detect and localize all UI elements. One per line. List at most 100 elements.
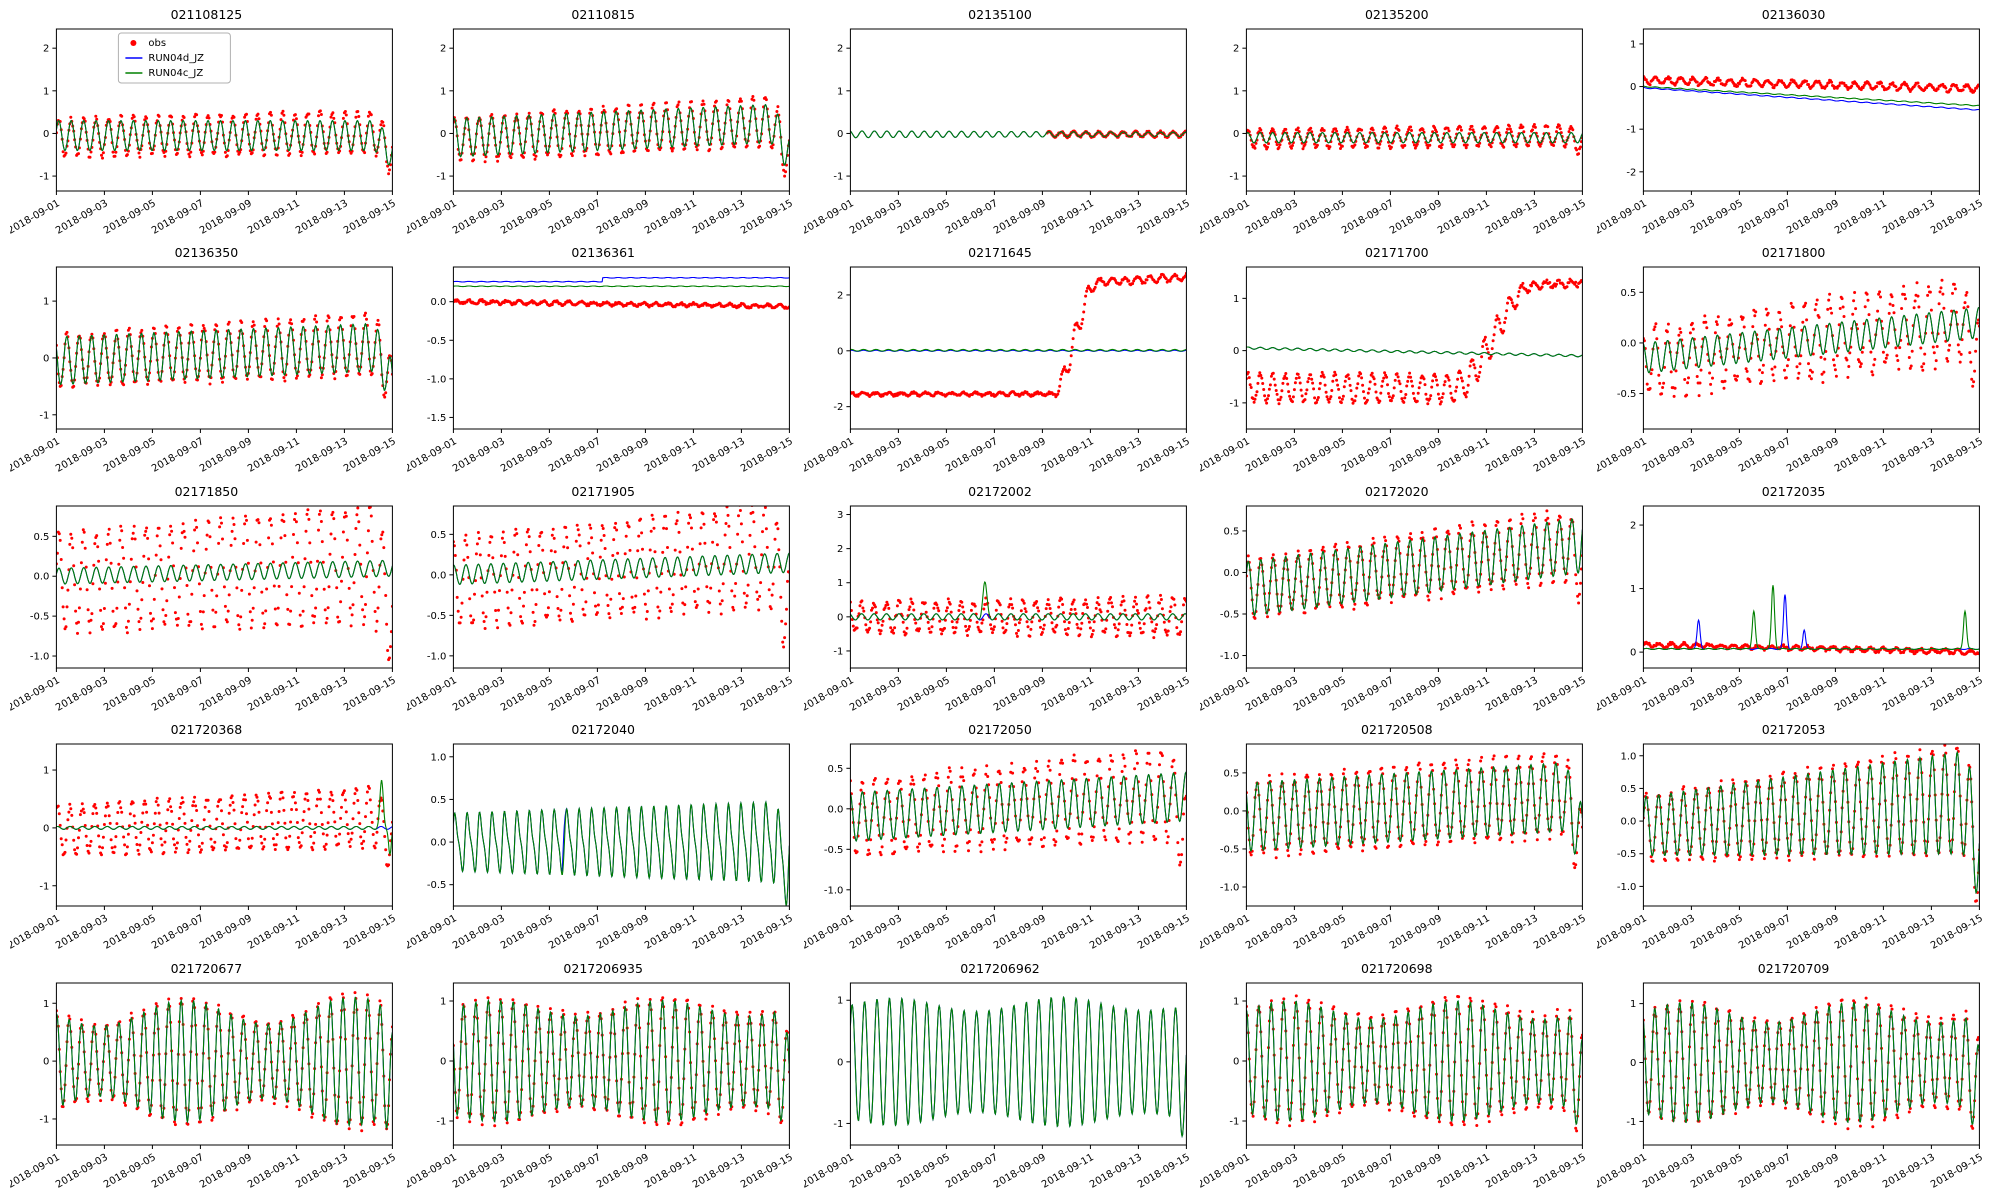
x-tick-label: 2018-09-13 [691,198,747,237]
y-tick-label: 0.5 [33,532,49,543]
x-tick-label: 2018-09-05 [102,436,158,475]
subplot-02135100: 02135100 -1 0 1 2 2018-09-01 2018-09-03 2018-09… [804,6,1197,244]
x-tick-label: 2018-09-09 [595,913,651,952]
x-tick-label: 2018-09-11 [1436,913,1492,952]
x-tick-label: 2018-09-13 [294,675,350,714]
chart-title: 02171905 [571,483,635,499]
x-tick-label: 2018-09-09 [1785,1152,1841,1191]
series-RUN04c_JZ [453,800,790,906]
x-tick-label: 2018-09-15 [1929,198,1985,237]
y-tick-label: 0.5 [430,795,446,806]
plot-border [849,982,1187,1146]
y-tick-label: -2 [833,403,843,414]
y-tick-label: 0 [1630,82,1636,93]
x-tick-label: 2018-09-01 [10,436,62,475]
x-tick-label: 2018-09-03 [1641,436,1697,475]
x-tick-label: 2018-09-15 [342,675,398,714]
plot-border [55,982,393,1146]
x-tick-label: 2018-09-05 [499,913,555,952]
x-tick-label: 2018-09-11 [246,1152,302,1191]
x-tick-label: 2018-09-07 [150,1152,206,1191]
chart-title: 0217206935 [563,960,643,976]
chart-canvas: -1.0-0.50.00.52018-09-012018-09-032018-0… [1200,743,1588,952]
plot-border [1643,28,1981,192]
x-tick-label: 2018-09-05 [1689,675,1745,714]
y-tick-label: 0 [837,129,843,140]
x-tick-label: 2018-09-13 [691,436,747,475]
series-RUN04c_JZ [1643,307,1980,374]
plot-border [452,982,790,1146]
y-tick-label: -1.5 [427,413,447,424]
x-tick-label: 2018-09-03 [54,198,110,237]
x-tick-label: 2018-09-05 [1689,913,1745,952]
chart-title: 021720368 [170,722,243,738]
legend-label: RUN04c_JZ [148,68,203,79]
x-tick-label: 2018-09-13 [1881,913,1937,952]
x-tick-label: 2018-09-05 [1689,436,1745,475]
x-tick-label: 2018-09-11 [1436,675,1492,714]
series-RUN04c_JZ [1246,762,1583,856]
series-RUN04d_JZ [453,552,790,585]
series-RUN04c_JZ [849,130,1186,139]
y-tick-label: 0 [43,354,49,365]
y-tick-label: 1 [440,996,446,1007]
y-tick-label: -0.5 [427,880,447,891]
y-tick-label: -1.0 [1220,883,1240,894]
x-tick-label: 2018-09-01 [804,198,856,237]
y-tick-label: 2 [837,291,843,302]
subplot-021720508: 021720508 -1.0 -0.5 0.0 0.5 2018-09-01 2018-09… [1200,721,1593,959]
plot-border [55,28,393,192]
x-tick-label: 2018-09-15 [1136,198,1192,237]
y-tick-label: -0.5 [1220,609,1240,620]
subplot-02172050: 02172050 -1.0 -0.5 0.0 0.5 2018-09-01 2018-09-… [804,721,1197,959]
y-tick-label: -1 [436,172,446,183]
y-tick-label: 2 [43,44,49,55]
x-tick-label: 2018-09-15 [739,436,795,475]
y-tick-label: 1 [43,297,49,308]
series-RUN04c_JZ [849,349,1186,353]
y-tick-label: -0.5 [427,611,447,622]
x-tick-label: 2018-09-13 [691,1152,747,1191]
x-tick-label: 2018-09-07 [1340,436,1396,475]
y-tick-label: 2 [837,544,843,555]
subplot-02136350: 02136350 -1 0 1 2018-09-01 2018-09-03 2018-09-… [10,244,403,482]
y-tick-label: -0.5 [823,845,843,856]
x-tick-label: 2018-09-05 [499,436,555,475]
y-tick-label: 2 [1233,44,1239,55]
chart-title: 02136030 [1761,7,1826,22]
x-tick-label: 2018-09-05 [896,436,952,475]
x-tick-label: 2018-09-15 [739,1152,795,1191]
x-tick-label: 2018-09-01 [804,675,856,714]
y-tick-label: 1 [1630,999,1636,1010]
series-obs [1246,123,1583,156]
x-tick-label: 2018-09-03 [848,198,904,237]
chart-title: 02136361 [571,245,635,261]
y-tick-label: -0.5 [1617,389,1637,400]
series-RUN04c_JZ [849,995,1186,1138]
series-obs [453,505,790,649]
series-RUN04c_JZ [1643,1001,1980,1125]
x-tick-label: 2018-09-03 [1244,913,1300,952]
y-tick-label: -1.0 [427,651,447,662]
chart-title: 02171645 [968,245,1032,261]
x-tick-label: 2018-09-09 [595,198,651,237]
x-tick-label: 2018-09-05 [896,675,952,714]
x-tick-label: 2018-09-05 [102,1152,158,1191]
chart-canvas: -1.0-0.50.00.52018-09-012018-09-032018-0… [407,505,795,713]
y-tick-label: 1.0 [430,752,446,763]
subplot-02136361: 02136361 -1.5 -1.0 -0.5 0.0 2018-09-01 2018-09… [407,244,800,482]
x-tick-label: 2018-09-05 [1292,198,1348,237]
x-tick-label: 2018-09-03 [1244,198,1300,237]
chart-canvas: -0.50.00.51.02018-09-012018-09-032018-09… [407,743,795,952]
subplot-021720698: 021720698 -1 0 1 2018-09-01 2018-09-03 2018-09… [1200,960,1593,1198]
y-tick-label: -2 [1627,167,1637,178]
y-tick-label: 1 [837,578,843,589]
x-tick-label: 2018-09-03 [54,436,110,475]
y-tick-label: -1 [1230,1116,1240,1127]
subplot-02135200: 02135200 -1 0 1 2 2018-09-01 2018-09-03 2018-09… [1200,6,1593,244]
chart-canvas: -1012018-09-012018-09-032018-09-052018-0… [10,982,398,1191]
x-tick-label: 2018-09-09 [992,1152,1048,1191]
legend: obs RUN04d_JZ RUN04c_JZ [117,32,231,84]
series-RUN04c_JZ [1246,132,1583,144]
